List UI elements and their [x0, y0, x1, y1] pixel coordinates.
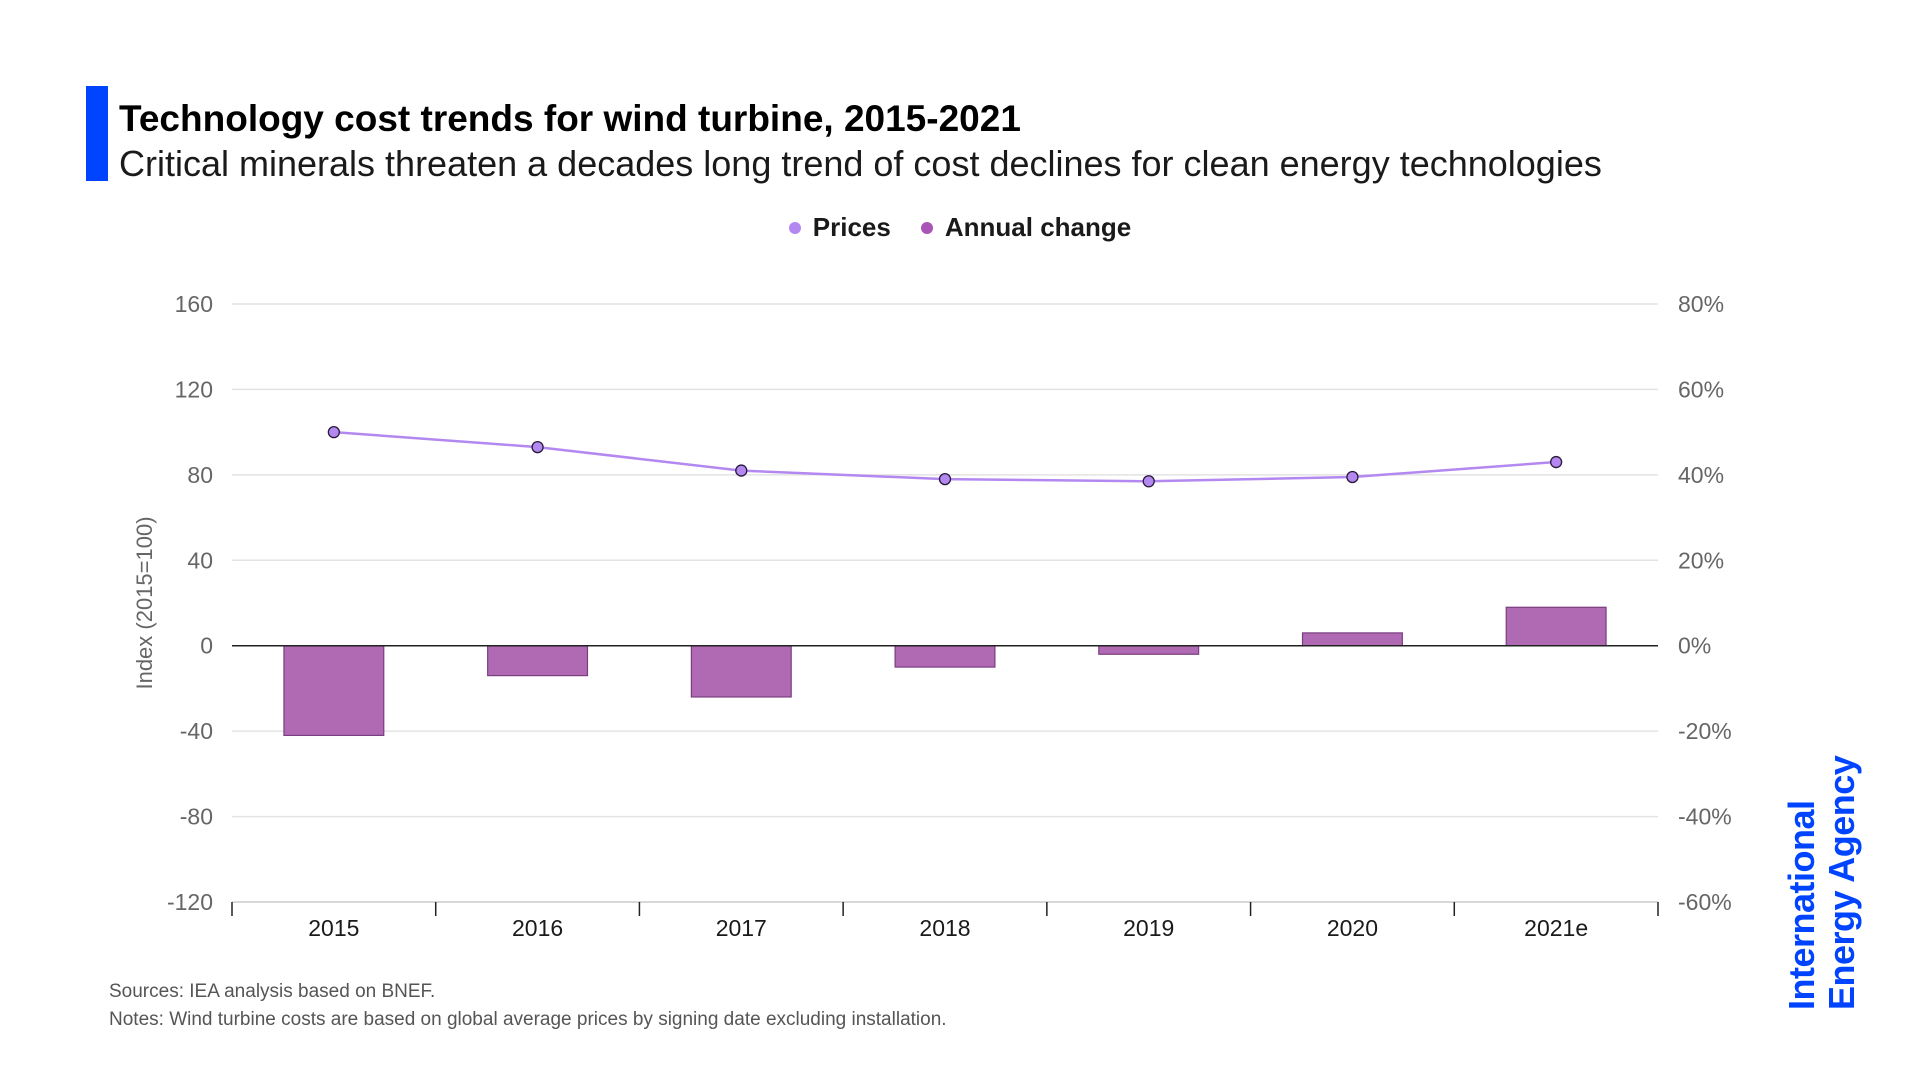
x-tick-label: 2018 [919, 915, 970, 941]
footer-notes: Sources: IEA analysis based on BNEF. Not… [109, 978, 947, 1034]
bar-2017 [690, 645, 792, 698]
price-point-2015 [327, 425, 341, 439]
y-tick-label: 40 [187, 547, 213, 573]
y2-tick-label: 0% [1678, 633, 1711, 659]
price-point-2018 [938, 472, 952, 486]
y2-tick-label: 60% [1678, 376, 1724, 402]
y2-tick-label: 80% [1678, 291, 1724, 317]
x-tick-label: 2016 [512, 915, 563, 941]
legend: Prices Annual change [0, 212, 1920, 243]
title-accent-bar [86, 86, 108, 181]
legend-dot-prices [788, 221, 801, 234]
legend-item-annual-change[interactable]: Annual change [920, 212, 1132, 243]
legend-label-annual-change: Annual change [944, 212, 1132, 242]
y2-tick-label: -40% [1678, 804, 1732, 830]
y2-tick-label: 40% [1678, 462, 1724, 488]
x-tick-label: 2020 [1327, 915, 1378, 941]
legend-item-prices[interactable]: Prices [788, 212, 891, 243]
bar-2019 [1098, 645, 1200, 655]
bar-2020 [1301, 632, 1403, 647]
price-point-2016 [531, 440, 544, 454]
price-point-2017 [735, 464, 748, 477]
x-tick-label: 2017 [716, 915, 767, 941]
sources-text: Sources: IEA analysis based on BNEF. [109, 981, 436, 1002]
x-tick-label: 2015 [308, 915, 359, 941]
price-point-2020 [1346, 470, 1359, 484]
price-point-2019 [1142, 475, 1155, 488]
notes-text: Notes: Wind turbine costs are based on g… [109, 1009, 947, 1030]
x-tick-label: 2021e [1524, 915, 1588, 941]
y-axis-label: Index (2015=100) [132, 516, 157, 689]
y-tick-label: -80 [180, 804, 213, 830]
legend-dot-annual-change [920, 221, 933, 234]
bar-2016 [487, 645, 589, 677]
legend-label-prices: Prices [812, 212, 891, 242]
y-tick-label: -120 [167, 889, 213, 915]
y-tick-label: 80 [187, 462, 213, 488]
y-tick-label: 120 [175, 376, 213, 402]
y2-tick-label: -60% [1678, 889, 1732, 915]
bar-2015 [283, 645, 385, 737]
chart-title: Technology cost trends for wind turbine,… [119, 98, 1021, 139]
price-point-2021e [1549, 455, 1563, 469]
bar-2018 [894, 645, 996, 668]
logo-line-1: International [1781, 800, 1822, 1010]
x-tick-label: 2019 [1123, 915, 1174, 941]
chart-subtitle: Critical minerals threaten a decades lon… [119, 143, 1602, 184]
y2-tick-label: -20% [1678, 718, 1732, 744]
y-tick-label: 0 [200, 633, 213, 659]
y-tick-label: -40 [180, 718, 213, 744]
y-tick-label: 160 [175, 291, 213, 317]
bar-2021e [1505, 606, 1607, 647]
y2-tick-label: 20% [1678, 547, 1724, 573]
iea-logo: International Energy Agency [1781, 755, 1862, 1010]
logo-line-2: Energy Agency [1821, 755, 1862, 1010]
